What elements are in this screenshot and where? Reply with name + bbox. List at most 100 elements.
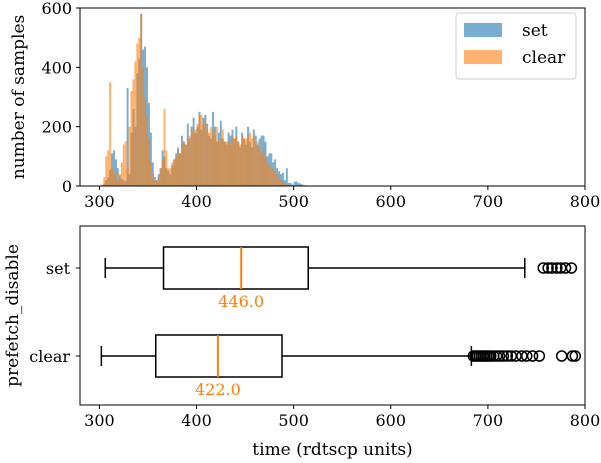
boxplot-outlier <box>566 350 579 362</box>
histogram-bar-clear <box>163 108 166 186</box>
histogram-bar-clear <box>243 138 246 186</box>
histogram-bar-clear <box>285 184 288 186</box>
boxplot-plot-frame <box>79 225 586 406</box>
boxplot-x-axis-label: time (rdtscp units) <box>252 440 412 460</box>
histogram-bar-clear <box>272 168 275 186</box>
histogram-bar-clear <box>283 183 286 186</box>
boxplot-outlier <box>533 350 546 362</box>
legend-label-set: set <box>522 21 548 41</box>
legend: set clear <box>455 12 577 80</box>
histogram-x-tick-label: 500 <box>278 192 309 211</box>
histogram-bar-set <box>291 184 294 186</box>
histogram-bar-clear <box>120 162 123 186</box>
histogram-bar-clear <box>266 162 269 186</box>
histogram-bar-clear <box>144 97 147 186</box>
histogram-series-clear <box>101 13 296 187</box>
histogram-bar-clear <box>132 79 135 186</box>
boxplot-outlier <box>542 262 554 274</box>
boxplot-median-label-set: 446.0 <box>218 292 264 311</box>
boxplot-y-tick-label: set <box>46 259 71 278</box>
histogram-bar-clear <box>248 132 251 186</box>
histogram-bar-clear <box>126 168 129 186</box>
boxplot-outlier <box>551 262 563 274</box>
histogram-bar-clear <box>252 135 255 186</box>
boxplot-outlier <box>520 350 533 362</box>
histogram-bar-clear <box>190 126 193 186</box>
histogram-bar-clear <box>134 61 137 186</box>
histogram-bar-clear <box>155 181 158 186</box>
histogram-bar-clear <box>276 174 279 186</box>
histogram-bar-clear <box>173 159 176 186</box>
histogram-bar-clear <box>278 177 281 186</box>
histogram-y-axis-label: number of samples <box>9 15 29 180</box>
legend-label-clear: clear <box>522 48 566 68</box>
legend-swatch-set <box>464 23 502 37</box>
histogram-bar-set <box>126 88 129 186</box>
histogram-bar-clear <box>208 132 211 186</box>
histogram-bar-clear <box>233 138 236 186</box>
histogram-bar-clear <box>116 180 119 186</box>
histogram-bar-clear <box>225 141 228 186</box>
histogram-bar-clear <box>196 123 199 186</box>
histogram-bar-clear <box>159 168 162 186</box>
histogram-bar-clear <box>177 150 180 186</box>
histogram-bar-clear <box>101 184 104 186</box>
boxplot-x-tick-label: 800 <box>570 411 601 430</box>
histogram-bar-clear <box>202 123 205 186</box>
histogram-bar-clear <box>153 180 156 186</box>
boxplot-y-ticks: set clear <box>29 259 80 366</box>
boxplot-y-tick-label: clear <box>29 347 70 366</box>
histogram-bar-set <box>287 183 290 186</box>
histogram-bar-clear <box>239 144 242 186</box>
histogram-x-tick-label: 400 <box>181 192 212 211</box>
histogram-bar-clear <box>118 174 121 186</box>
histogram-bar-clear <box>186 138 189 186</box>
boxplot-x-tick-label: 600 <box>375 411 406 430</box>
histogram-bar-clear <box>182 141 185 186</box>
histogram-bar-clear <box>245 138 248 186</box>
histogram-bar-clear <box>256 141 259 186</box>
histogram-bar-clear <box>237 141 240 186</box>
histogram-bar-clear <box>235 135 238 186</box>
histogram-bar-clear <box>128 126 131 186</box>
boxplot-x-tick-label: 700 <box>473 411 504 430</box>
histogram-bar-clear <box>169 168 172 186</box>
histogram-bar-clear <box>247 135 249 186</box>
histogram-bar-clear <box>122 144 125 186</box>
histogram-bar-clear <box>215 126 218 186</box>
boxplot-outlier <box>569 350 582 362</box>
histogram-bar-clear <box>113 174 115 186</box>
histogram-bar-clear <box>217 141 220 186</box>
histogram-bar-set <box>295 181 298 186</box>
boxplot-outlier <box>555 350 568 362</box>
histogram-bar-clear <box>221 129 224 186</box>
histogram-bar-clear <box>204 120 207 186</box>
histogram-bar-clear <box>151 174 154 186</box>
histogram-bar-clear <box>136 43 139 186</box>
histogram-y-ticks: 0 200 400 600 <box>41 0 80 196</box>
boxplot-outlier <box>497 350 510 362</box>
histogram-y-tick-label: 0 <box>62 177 72 196</box>
histogram-bar-clear <box>282 181 284 186</box>
histogram-bar-clear <box>138 37 141 186</box>
histogram-bar-clear <box>149 162 152 186</box>
histogram-bar-clear <box>179 153 181 186</box>
histogram-bar-clear <box>223 141 226 186</box>
legend-box <box>455 12 577 80</box>
histogram-bar-clear <box>171 162 174 186</box>
histogram-bar-clear <box>194 129 197 186</box>
histogram-bar-clear <box>130 91 133 186</box>
histogram-x-tick-label: 300 <box>84 192 115 211</box>
histogram-bar-clear <box>250 138 253 186</box>
histogram-bar-clear <box>188 135 191 186</box>
histogram-bar-clear <box>231 135 234 186</box>
histogram-bar-clear <box>214 135 216 186</box>
histogram-bar-clear <box>270 168 273 186</box>
histogram-bar-clear <box>161 159 164 186</box>
histogram-bar-clear <box>146 114 148 186</box>
histogram-bar-set <box>282 172 284 186</box>
histogram-bar-clear <box>142 67 145 186</box>
boxplot-x-tick-label: 300 <box>84 411 115 430</box>
boxplot-elements: 446.0 422.0 <box>100 246 582 399</box>
histogram-bar-clear <box>258 147 261 186</box>
